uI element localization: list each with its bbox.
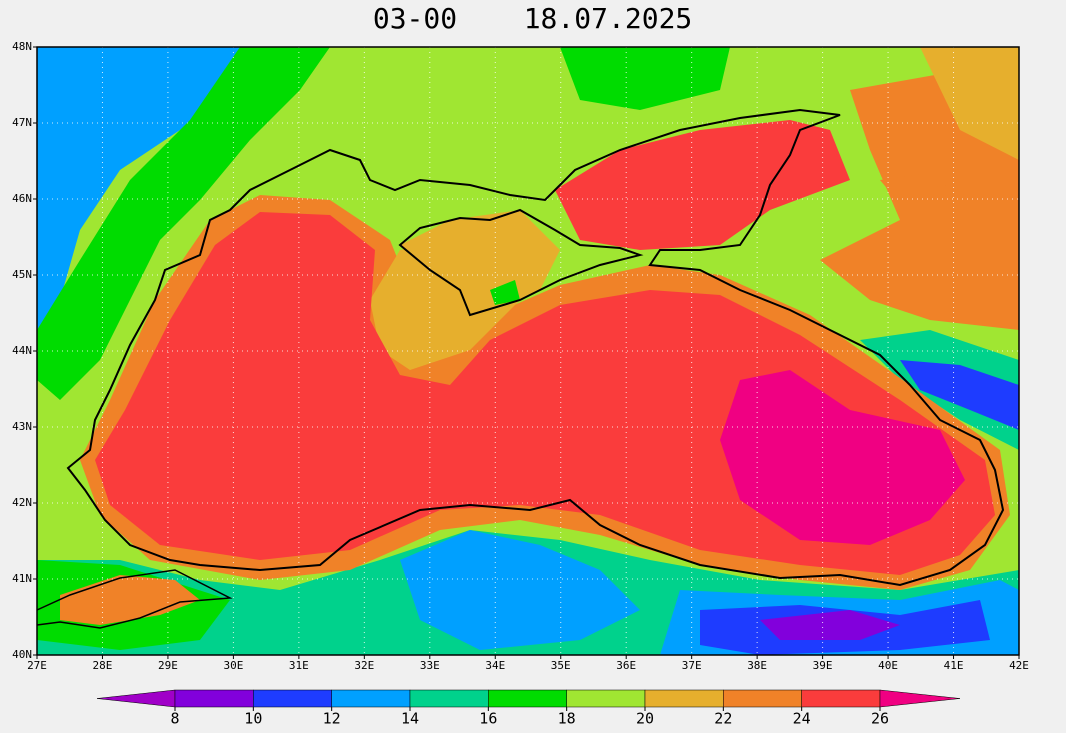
x-tick-label: 40E [878,659,898,672]
field-patch [900,360,1019,430]
field-patch [760,610,900,640]
colorbar-bin [644,689,724,708]
field [37,47,1019,655]
colorbar-under [96,689,176,708]
field-patch [490,280,520,305]
colorbar-label: 24 [793,710,811,728]
y-tick-label: 42N [12,496,32,509]
x-tick-label: 42E [1009,659,1029,672]
field-patch [37,47,330,400]
colorbar-bin [566,689,646,708]
crimea-coast [398,208,644,317]
y-tick-label: 46N [12,192,32,205]
colorbar-label: 8 [170,710,179,728]
x-tick-label: 28E [93,659,113,672]
title-time: 03-00 [373,2,457,35]
colorbar-bin [488,689,567,708]
colorbar-label: 14 [401,710,419,728]
colorbar-label: 18 [558,710,576,728]
colorbar: 8 10 12 14 16 18 20 22 24 26 [96,689,961,728]
colorbar-label: 26 [871,710,889,728]
x-tick-label: 32E [354,659,374,672]
y-tick-label: 45N [12,268,32,281]
x-tick-label: 33E [420,659,440,672]
x-tick-label: 35E [551,659,571,672]
coastline [66,108,1005,587]
title-date: 18.07.2025 [524,2,693,35]
colorbar-bin [174,689,254,708]
colorbar-label: 12 [323,710,341,728]
y-tick-label: 41N [12,572,32,585]
y-tick-label: 48N [12,40,32,53]
field-patch [400,530,640,650]
colorbar-bin [253,689,332,708]
field-patch [880,170,950,192]
x-tick-label: 31E [289,659,309,672]
colorbar-bin [801,689,881,708]
colorbar-bin [331,689,411,708]
y-tick-label: 44N [12,344,32,357]
y-tick-label: 43N [12,420,32,433]
x-tick-label: 27E [27,659,47,672]
colorbar-bin [409,689,489,708]
field-patch [920,47,1019,160]
marmara-coast [36,569,233,629]
field-patch [60,575,200,625]
x-tick-label: 34E [485,659,505,672]
field-patch [400,210,560,320]
y-tick-label: 47N [12,116,32,129]
field-patch [720,370,965,545]
colorbar-label: 20 [636,710,654,728]
x-tick-label: 29E [158,659,178,672]
x-tick-label: 39E [813,659,833,672]
colorbar-label: 10 [244,710,262,728]
x-tick-label: 30E [223,659,243,672]
colorbar-bin [723,689,802,708]
y-tick-label: 40N [12,648,32,661]
field-patch [560,47,730,110]
x-tick-label: 41E [944,659,964,672]
colorbar-over [879,689,961,708]
colorbar-label: 22 [714,710,732,728]
colorbar-label: 16 [479,710,497,728]
x-tick-label: 38E [747,659,767,672]
x-tick-label: 36E [616,659,636,672]
x-tick-label: 37E [682,659,702,672]
field-patch [555,120,850,250]
field-patch [37,47,240,330]
